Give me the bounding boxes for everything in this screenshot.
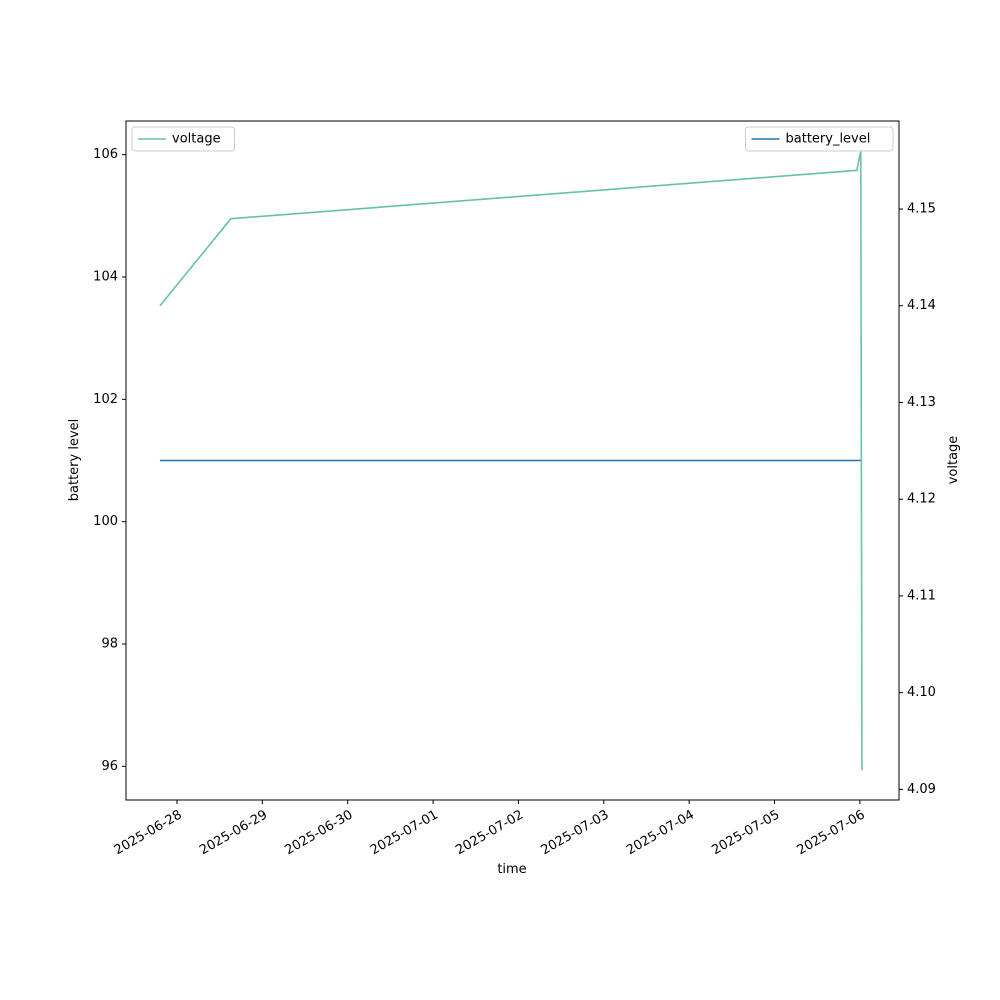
x-tick-label: 2025-07-03 bbox=[539, 808, 612, 859]
plot-frame bbox=[125, 120, 900, 801]
y-tick-label: 96 bbox=[101, 759, 118, 774]
y2-tick-label: 4.15 bbox=[907, 202, 936, 217]
y-tick-label: 104 bbox=[93, 269, 118, 284]
x-tick-label: 2025-07-04 bbox=[624, 808, 697, 859]
y2-tick-label: 4.12 bbox=[907, 492, 936, 507]
x-tick-label: 2025-07-01 bbox=[368, 808, 441, 859]
y-tick-label: 100 bbox=[93, 514, 118, 529]
legend: battery_level bbox=[745, 126, 894, 152]
x-tick-label: 2025-07-06 bbox=[795, 808, 868, 859]
x-tick-label: 2025-07-05 bbox=[709, 808, 782, 859]
y2-tick-label: 4.13 bbox=[907, 395, 936, 410]
y2-axis-label: voltage bbox=[946, 436, 961, 485]
x-tick-label: 2025-07-02 bbox=[453, 808, 526, 859]
y2-tick-label: 4.11 bbox=[907, 588, 936, 603]
y-axis-label: battery level bbox=[67, 419, 82, 502]
y2-tick-label: 4.10 bbox=[907, 685, 936, 700]
y-tick-label: 106 bbox=[93, 147, 118, 162]
y-tick-label: 98 bbox=[101, 637, 118, 652]
y2-tick-label: 4.09 bbox=[907, 782, 936, 797]
legend-box bbox=[745, 126, 894, 152]
legend-box bbox=[131, 126, 235, 152]
x-tick-label: 2025-06-30 bbox=[283, 808, 356, 859]
series-line bbox=[159, 150, 863, 771]
x-tick-label: 2025-06-28 bbox=[112, 808, 185, 859]
x-tick-label: 2025-06-29 bbox=[197, 808, 270, 859]
legend-label: voltage bbox=[172, 132, 221, 147]
legend: voltage bbox=[131, 126, 235, 152]
x-axis-label: time bbox=[497, 862, 526, 877]
y2-tick-label: 4.14 bbox=[907, 298, 936, 313]
legend-label: battery_level bbox=[786, 132, 871, 147]
y-tick-label: 102 bbox=[93, 392, 118, 407]
